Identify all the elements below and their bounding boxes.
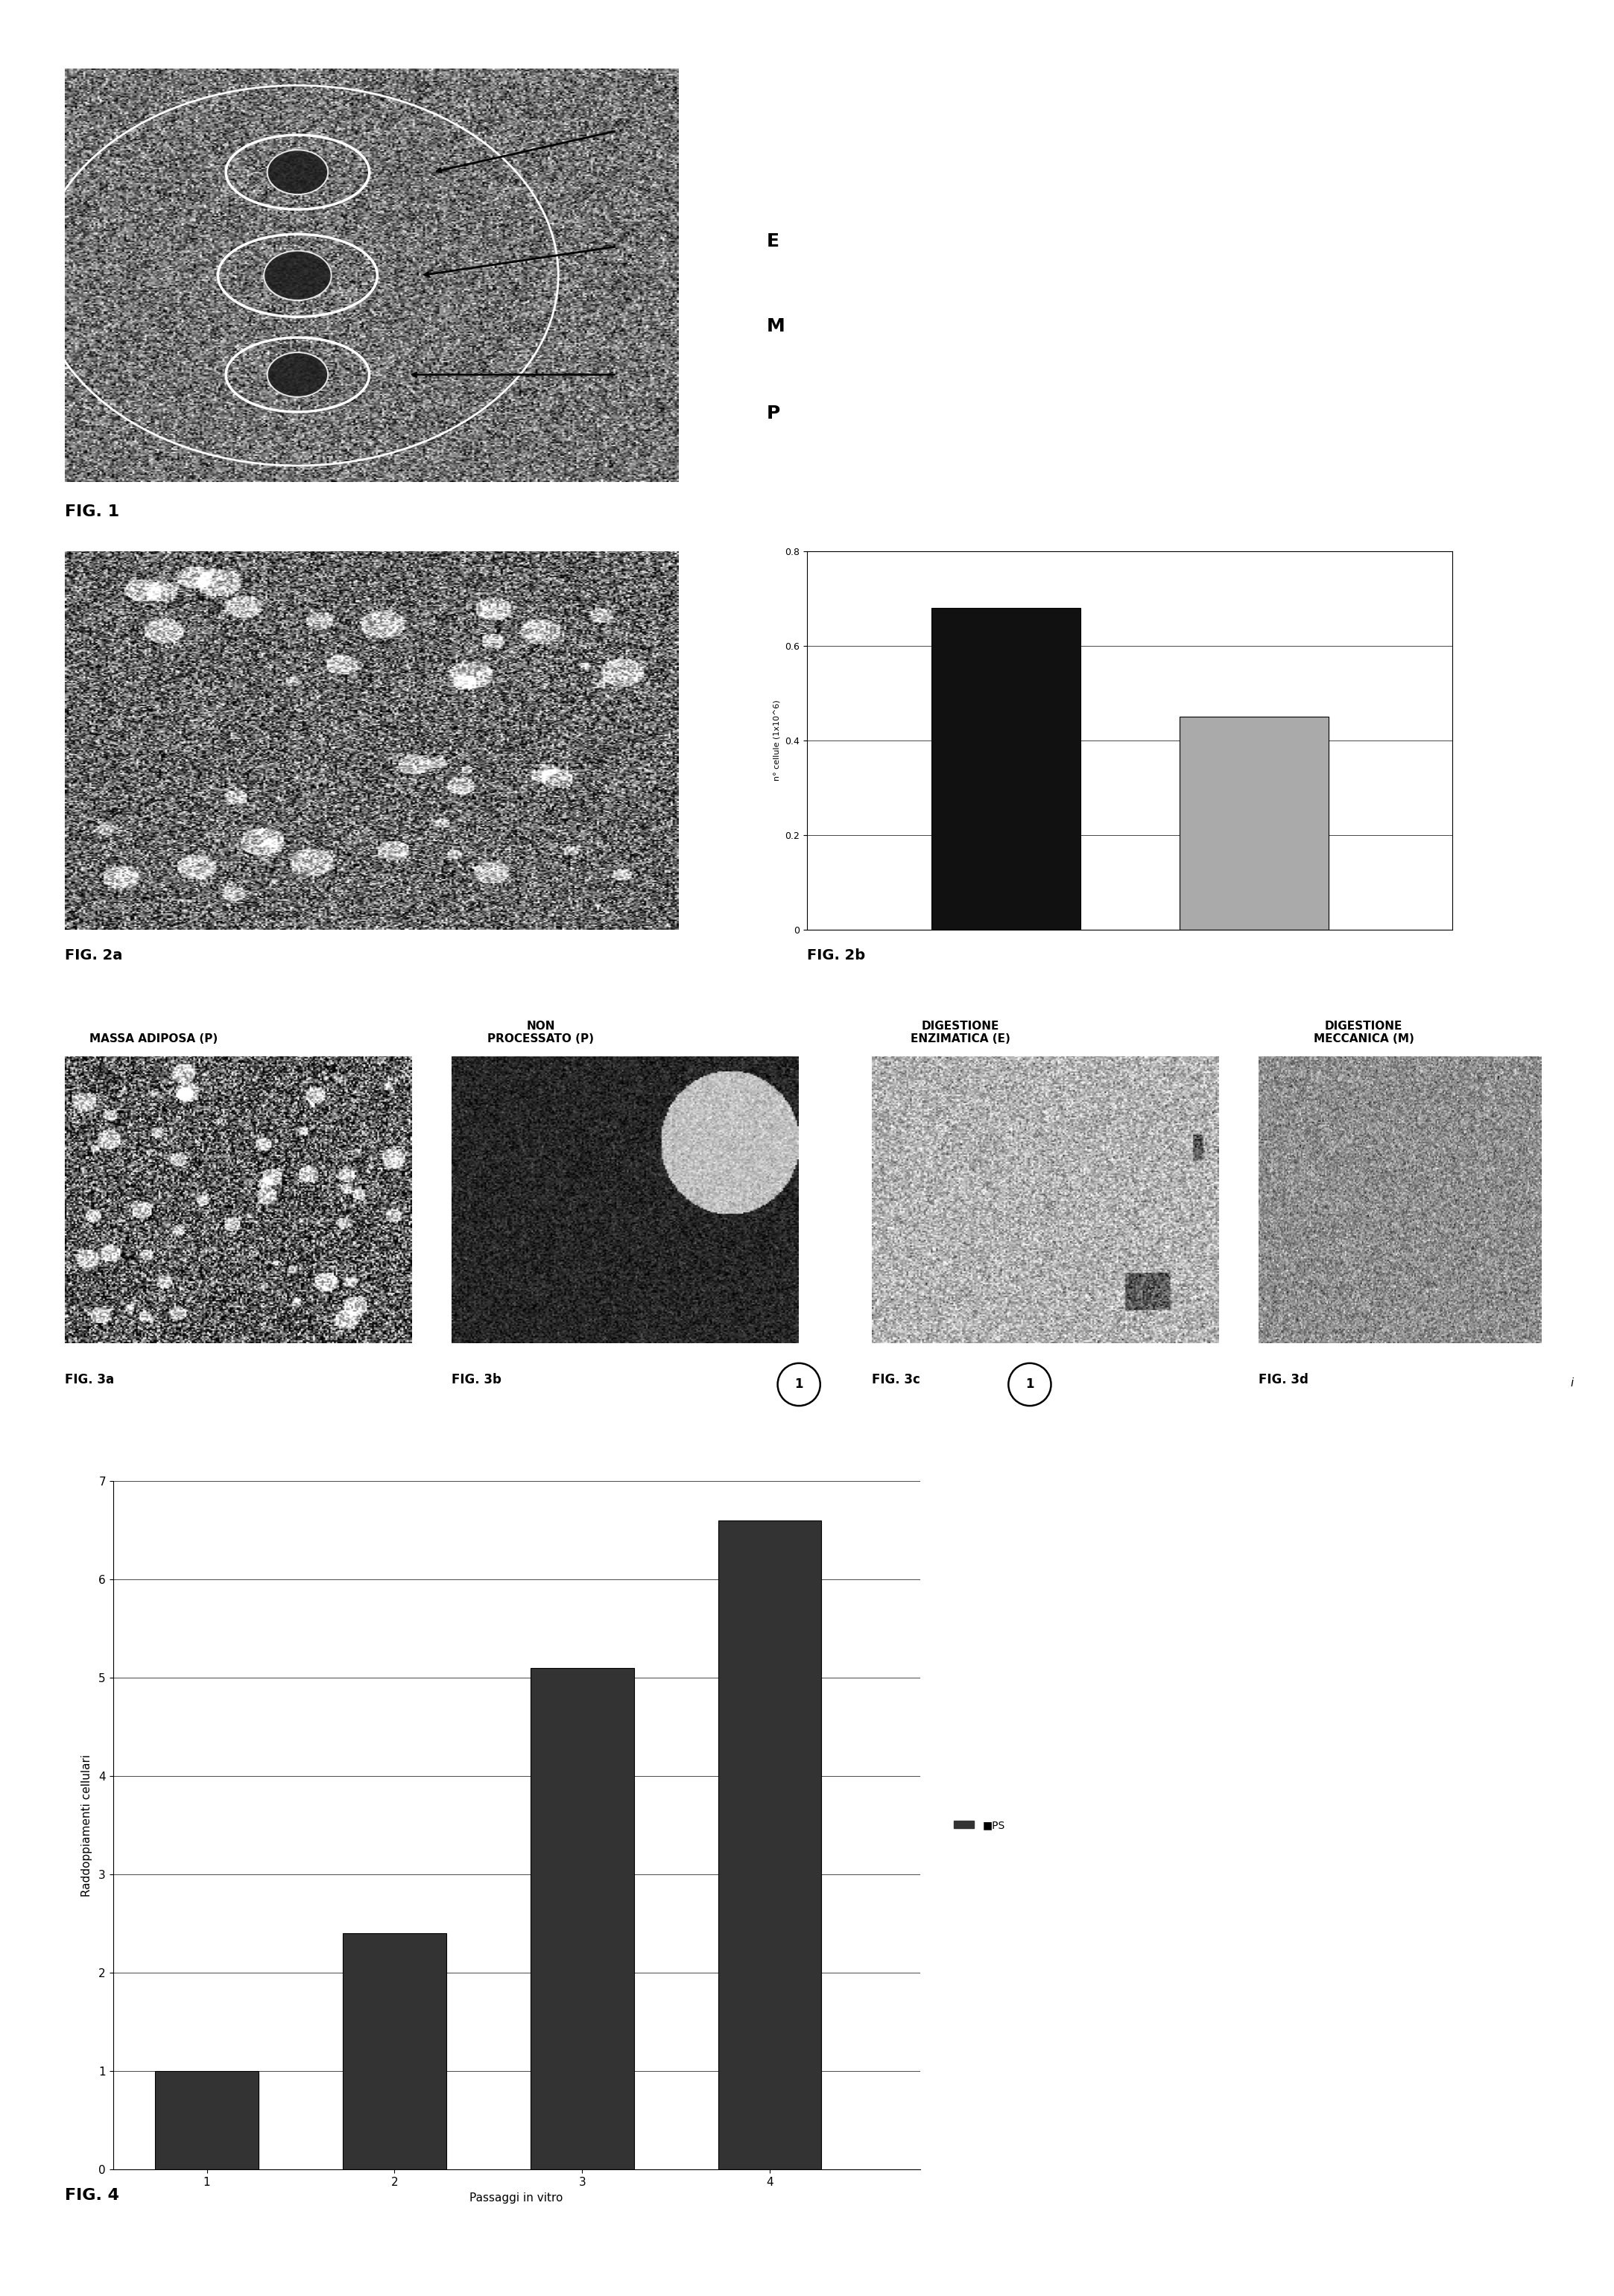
Text: FIG. 3a: FIG. 3a: [65, 1373, 115, 1387]
Ellipse shape: [268, 149, 328, 195]
Text: P: P: [767, 404, 780, 422]
Bar: [1180, 716, 1328, 930]
Ellipse shape: [263, 250, 331, 301]
Text: FIG. 3c: FIG. 3c: [872, 1373, 920, 1387]
Bar: [342, 1933, 445, 2170]
Text: FIG. 3d: FIG. 3d: [1259, 1373, 1309, 1387]
Text: FIG. 2b: FIG. 2b: [807, 948, 865, 962]
Text: NON
PROCESSATO (P): NON PROCESSATO (P): [487, 1019, 594, 1045]
X-axis label: Passaggi in vitro: Passaggi in vitro: [470, 2193, 563, 2204]
Text: 1: 1: [1025, 1378, 1035, 1391]
Text: FIG. 4: FIG. 4: [65, 2188, 119, 2202]
Text: FIG. 1: FIG. 1: [65, 505, 119, 519]
Text: M: M: [767, 317, 784, 335]
Text: i: i: [1570, 1378, 1574, 1389]
Text: MASSA ADIPOSA (P): MASSA ADIPOSA (P): [89, 1033, 218, 1045]
Text: FIG. 2a: FIG. 2a: [65, 948, 123, 962]
Text: E: E: [767, 232, 780, 250]
Text: DIGESTIONE
MECCANICA (M): DIGESTIONE MECCANICA (M): [1314, 1019, 1414, 1045]
Ellipse shape: [268, 351, 328, 397]
Y-axis label: Raddoppiamenti cellulari: Raddoppiamenti cellulari: [81, 1754, 92, 1896]
Legend: ■PS: ■PS: [949, 1816, 1009, 1835]
Bar: [155, 2071, 258, 2170]
Text: 1: 1: [794, 1378, 804, 1391]
Bar: [531, 1667, 634, 2170]
Bar: [718, 1520, 822, 2170]
Bar: [931, 608, 1080, 930]
Y-axis label: n° cellule (1x10^6): n° cellule (1x10^6): [773, 700, 781, 781]
Text: FIG. 3b: FIG. 3b: [452, 1373, 502, 1387]
Text: DIGESTIONE
ENZIMATICA (E): DIGESTIONE ENZIMATICA (E): [910, 1019, 1010, 1045]
